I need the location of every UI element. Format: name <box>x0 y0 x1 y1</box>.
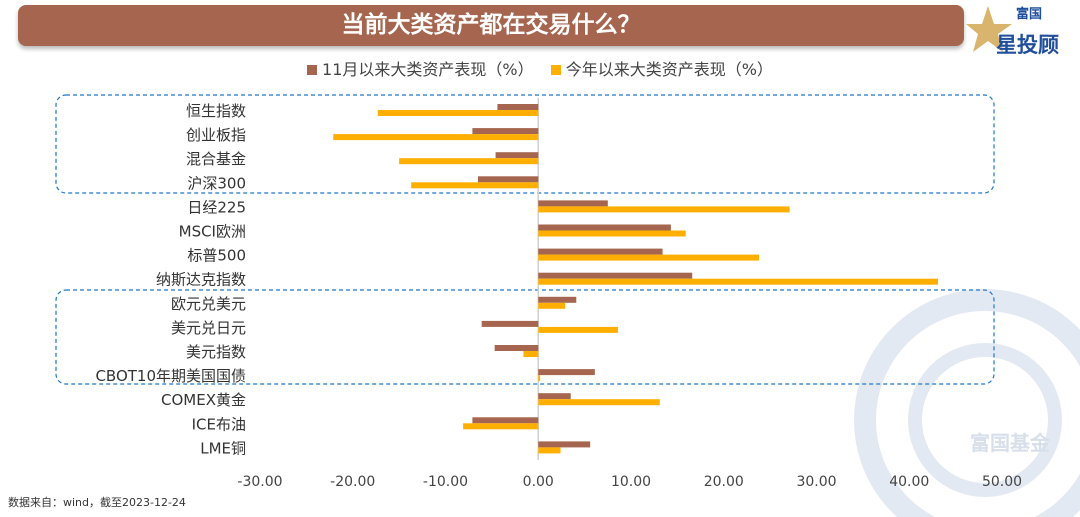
bar-ytd <box>538 302 566 309</box>
bar-ytd <box>538 447 561 454</box>
bar-nov <box>538 200 608 207</box>
category-label: LME铜 <box>200 439 246 457</box>
logo-text: 富国 <box>1016 6 1042 22</box>
legend-item-ytd: 今年以来大类资产表现（%） <box>550 56 773 80</box>
legend-swatch <box>550 65 561 75</box>
category-label: 美元指数 <box>186 343 246 361</box>
x-tick-label: -10.00 <box>423 474 468 490</box>
category-label: 恒生指数 <box>186 102 246 120</box>
x-tick-label: 10.00 <box>611 474 651 490</box>
x-tick-label: -20.00 <box>330 474 375 490</box>
bar-nov <box>494 345 539 351</box>
logo-text: 星投顾 <box>996 33 1059 56</box>
bar-ytd <box>538 278 939 285</box>
bar-nov <box>495 152 539 159</box>
bar-ytd <box>399 158 539 165</box>
legend-item-nov: 11月以来大类资产表现（%） <box>307 56 534 80</box>
category-label: 纳斯达克指数 <box>156 271 246 289</box>
category-label: COMEX黄金 <box>161 391 246 409</box>
bar-ytd <box>538 254 759 261</box>
bar-nov <box>538 441 591 448</box>
bar-ytd <box>377 110 539 116</box>
group-box-fx-bonds <box>55 289 995 385</box>
bar-nov <box>497 104 539 110</box>
legend: 11月以来大类资产表现（%） 今年以来大类资产表现（%） <box>0 56 1080 80</box>
bar-ytd <box>538 206 790 213</box>
group-box-china <box>55 94 995 194</box>
bar-nov <box>538 296 577 303</box>
category-label: 欧元兑美元 <box>171 295 246 313</box>
x-tick-label: 40.00 <box>889 474 929 490</box>
bar-ytd <box>333 134 539 141</box>
watermark-text: 富国基金 <box>970 431 1051 455</box>
category-label: MSCI欧洲 <box>179 223 246 241</box>
bar-ytd <box>523 351 539 357</box>
bar-nov <box>538 272 693 279</box>
category-label: ICE布油 <box>192 415 246 433</box>
page-title: 当前大类资产都在交易什么？ <box>18 5 964 46</box>
category-label: 沪深300 <box>187 174 246 192</box>
bar-nov <box>538 248 663 255</box>
legend-label: 11月以来大类资产表现（%） <box>322 60 534 79</box>
category-label: 美元兑日元 <box>171 319 246 337</box>
category-label: 混合基金 <box>186 150 246 168</box>
bar-nov <box>538 224 671 231</box>
bar-nov <box>481 320 539 327</box>
x-tick-label: 30.00 <box>796 474 836 490</box>
logo-star-icon: 富国 星投顾 <box>966 6 1059 56</box>
bar-nov <box>538 393 571 400</box>
bar-nov <box>472 128 539 135</box>
x-tick-label: 50.00 <box>982 474 1022 490</box>
bar-nov <box>477 176 539 183</box>
legend-swatch <box>307 65 318 75</box>
bar-nov <box>538 369 595 376</box>
source-note: 数据来自：wind，截至2023-12-24 <box>8 496 186 509</box>
bar-nov <box>472 417 539 424</box>
bar-ytd <box>538 326 619 333</box>
category-label: 创业板指 <box>186 126 246 144</box>
category-label: 日经225 <box>187 198 246 216</box>
category-label: 标普500 <box>187 247 246 265</box>
bar-ytd <box>538 230 686 237</box>
bar-ytd <box>538 399 660 406</box>
legend-label: 今年以来大类资产表现（%） <box>565 60 773 79</box>
x-tick-label: 20.00 <box>704 474 744 490</box>
bar-ytd <box>411 182 539 189</box>
x-tick-label: -30.00 <box>237 474 282 490</box>
x-tick-label: 0.00 <box>523 474 554 490</box>
category-label: CBOT10年期美国国债 <box>95 367 246 385</box>
bar-ytd <box>538 375 541 382</box>
bar-ytd <box>463 423 539 430</box>
